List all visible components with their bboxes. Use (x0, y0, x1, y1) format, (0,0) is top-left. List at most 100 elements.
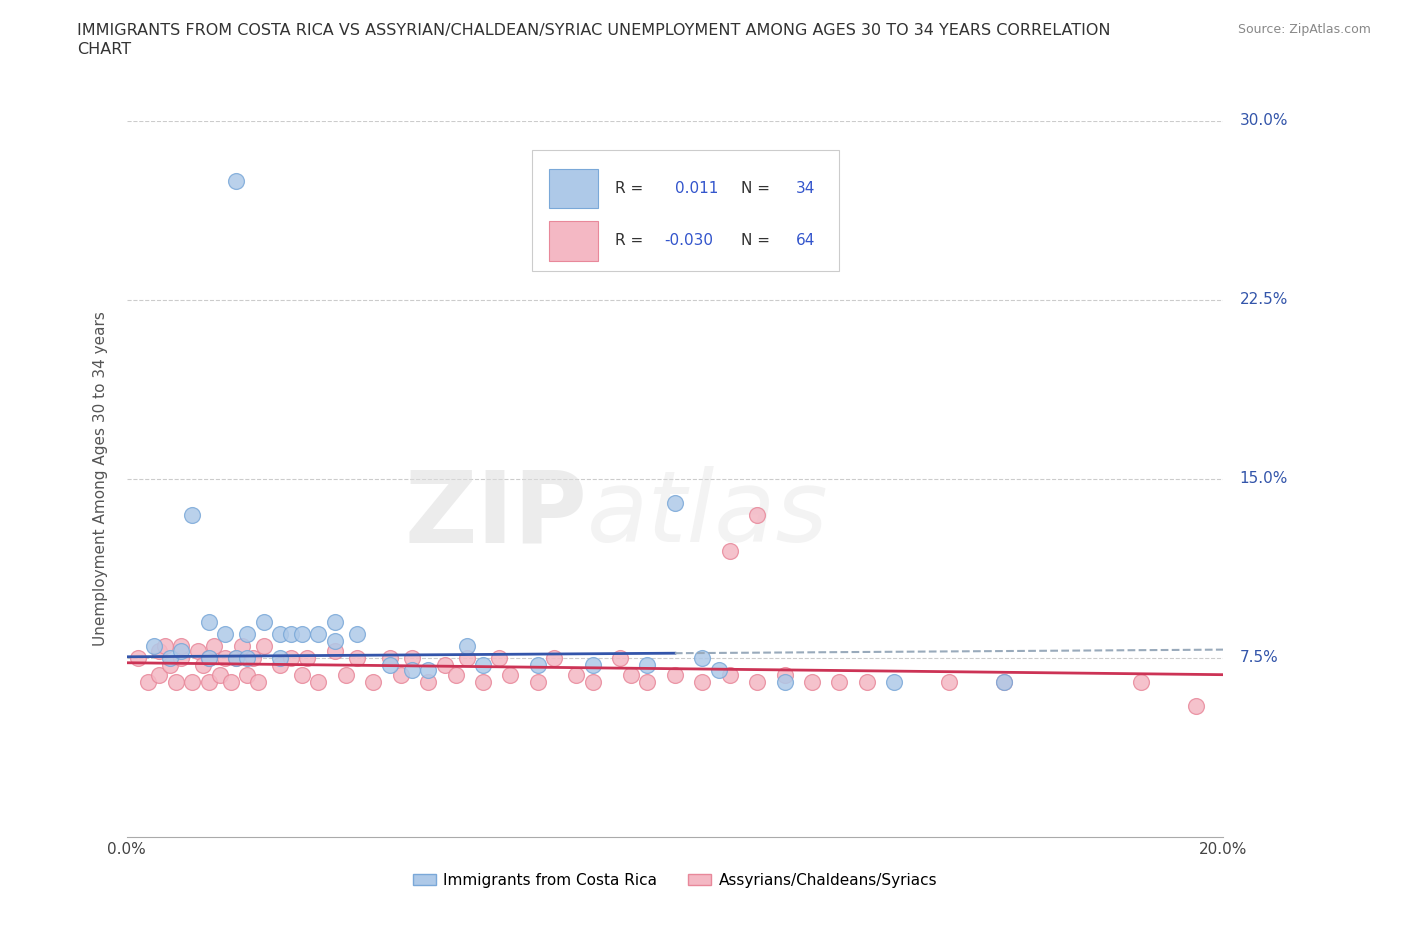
Point (620, 667, 643, 682)
Point (148, 644, 170, 658)
Point (159, 651, 181, 666)
Text: R =: R = (614, 181, 648, 196)
Legend: Immigrants from Costa Rica, Assyrians/Chaldeans/Syriacs: Immigrants from Costa Rica, Assyrians/Ch… (406, 867, 943, 894)
Point (636, 658, 658, 672)
FancyBboxPatch shape (533, 150, 839, 272)
Text: 64: 64 (796, 233, 815, 248)
Point (883, 674, 905, 689)
Point (148, 667, 170, 682)
Bar (548, 169, 598, 208)
Point (225, 651, 247, 666)
Point (773, 667, 796, 682)
Text: CHART: CHART (77, 42, 131, 57)
Text: 7.5%: 7.5% (1240, 650, 1278, 666)
Point (499, 667, 522, 682)
Point (828, 674, 851, 689)
Point (143, 639, 166, 654)
Text: 22.5%: 22.5% (1240, 292, 1288, 308)
Point (418, 674, 440, 689)
Point (323, 634, 346, 649)
Point (433, 658, 456, 672)
Point (247, 674, 270, 689)
Point (170, 644, 193, 658)
Point (165, 674, 187, 689)
Point (181, 508, 204, 523)
Point (378, 651, 401, 666)
Point (181, 674, 204, 689)
Point (363, 674, 385, 689)
Point (582, 674, 605, 689)
Point (202, 639, 225, 654)
Point (582, 658, 605, 672)
Point (193, 658, 215, 672)
Point (718, 667, 741, 682)
Point (269, 651, 291, 666)
Text: N =: N = (741, 233, 775, 248)
Text: IMMIGRANTS FROM COSTA RICA VS ASSYRIAN/CHALDEAN/SYRIAC UNEMPLOYMENT AMONG AGES 3: IMMIGRANTS FROM COSTA RICA VS ASSYRIAN/C… (77, 23, 1111, 38)
Point (707, 662, 730, 677)
Point (389, 667, 412, 682)
Text: 30.0%: 30.0% (1240, 113, 1288, 128)
Point (225, 173, 247, 188)
Point (197, 615, 219, 630)
Point (1185, 698, 1208, 713)
Point (253, 639, 276, 654)
Point (219, 674, 242, 689)
Point (456, 639, 478, 654)
Text: -0.030: -0.030 (664, 233, 713, 248)
Point (138, 674, 160, 689)
Text: N =: N = (741, 181, 775, 196)
Point (197, 674, 219, 689)
Point (197, 651, 219, 666)
Point (418, 662, 440, 677)
Point (747, 508, 769, 523)
Y-axis label: Unemployment Among Ages 30 to 34 years: Unemployment Among Ages 30 to 34 years (93, 312, 108, 646)
Bar (548, 221, 598, 260)
Point (242, 651, 264, 666)
Point (401, 662, 423, 677)
Point (527, 674, 550, 689)
Point (938, 674, 960, 689)
Text: ZIP: ZIP (405, 466, 588, 564)
Point (636, 674, 658, 689)
Point (718, 543, 741, 558)
Point (214, 627, 236, 642)
Point (231, 639, 253, 654)
Point (692, 674, 714, 689)
Point (225, 651, 247, 666)
Point (323, 644, 346, 658)
Point (747, 674, 769, 689)
Text: atlas: atlas (588, 466, 828, 564)
Point (297, 651, 319, 666)
Point (170, 639, 193, 654)
Point (291, 627, 314, 642)
Point (159, 658, 181, 672)
Point (308, 674, 330, 689)
Text: R =: R = (614, 233, 648, 248)
Point (280, 651, 302, 666)
Point (291, 667, 314, 682)
Point (236, 651, 259, 666)
Point (993, 674, 1015, 689)
Text: 0.011: 0.011 (675, 181, 718, 196)
Point (444, 667, 467, 682)
Point (527, 658, 550, 672)
Point (692, 651, 714, 666)
Point (127, 651, 149, 666)
Point (472, 674, 495, 689)
Point (609, 651, 631, 666)
Point (801, 674, 824, 689)
Point (187, 644, 209, 658)
Point (214, 651, 236, 666)
Point (378, 658, 401, 672)
Point (472, 658, 495, 672)
Point (153, 639, 176, 654)
Point (346, 627, 368, 642)
Text: 34: 34 (796, 181, 815, 196)
Point (565, 667, 588, 682)
Point (543, 651, 565, 666)
Point (208, 667, 231, 682)
Text: 15.0%: 15.0% (1240, 472, 1288, 486)
Point (308, 627, 330, 642)
Point (269, 627, 291, 642)
